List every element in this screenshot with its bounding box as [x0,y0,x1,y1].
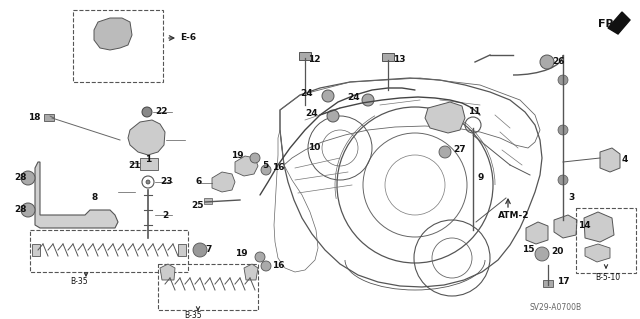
Text: 5: 5 [262,160,268,169]
Circle shape [261,261,271,271]
Text: 17: 17 [557,278,570,286]
Text: SV29-A0700B: SV29-A0700B [530,303,582,313]
Bar [73,10,163,82]
Bar [576,208,636,273]
Circle shape [558,75,568,85]
Text: 21: 21 [128,160,141,169]
Polygon shape [128,120,165,155]
Circle shape [261,165,271,175]
Bar [299,52,311,60]
Circle shape [193,243,207,257]
Polygon shape [554,215,577,238]
Text: 19: 19 [236,249,248,258]
Text: 14: 14 [578,220,591,229]
Text: ATM-2: ATM-2 [498,211,529,219]
Circle shape [362,94,374,106]
Text: 22: 22 [155,108,168,116]
Text: 7: 7 [205,246,211,255]
Text: 1: 1 [145,155,151,164]
Circle shape [540,55,554,69]
Polygon shape [608,12,630,34]
Text: 13: 13 [393,56,406,64]
Text: 19: 19 [232,151,244,160]
Circle shape [250,153,260,163]
Text: 10: 10 [308,144,321,152]
Polygon shape [160,264,175,280]
Text: 2: 2 [162,211,168,219]
Text: B-35: B-35 [70,278,88,286]
Text: 11: 11 [468,108,481,116]
Polygon shape [425,102,465,133]
Polygon shape [235,156,258,176]
Text: 27: 27 [453,145,466,154]
Polygon shape [35,162,118,228]
Circle shape [21,171,35,185]
Text: 20: 20 [551,248,563,256]
Circle shape [142,107,152,117]
Bar [178,244,186,256]
Text: 28: 28 [14,205,26,214]
Text: B-35: B-35 [184,310,202,319]
Circle shape [322,90,334,102]
Text: 15: 15 [522,245,534,254]
Text: 23: 23 [160,177,173,187]
Text: B-5-10: B-5-10 [595,273,620,283]
Text: 24: 24 [300,88,313,98]
Circle shape [558,175,568,185]
Text: 26: 26 [552,57,564,66]
Circle shape [439,146,451,158]
Text: 3: 3 [568,194,574,203]
Circle shape [255,252,265,262]
Polygon shape [94,18,132,50]
Text: 28: 28 [14,174,26,182]
Text: 24: 24 [305,108,318,117]
Text: 4: 4 [622,155,628,165]
Polygon shape [212,172,235,192]
Bar [140,158,158,170]
Text: 16: 16 [272,261,285,270]
Bar [32,244,40,256]
Text: 9: 9 [478,174,484,182]
Bar [30,230,188,272]
Polygon shape [585,244,610,262]
Circle shape [327,110,339,122]
Circle shape [558,125,568,135]
Text: 12: 12 [308,56,321,64]
Text: 16: 16 [272,164,285,173]
Text: FR.: FR. [598,19,618,29]
Text: 18: 18 [28,114,40,122]
Text: E-6: E-6 [180,33,196,42]
Text: 8: 8 [92,194,99,203]
Circle shape [535,247,549,261]
Polygon shape [244,264,258,280]
Bar [44,114,54,121]
Circle shape [146,180,150,184]
Text: 25: 25 [191,201,204,210]
Text: 24: 24 [348,93,360,101]
Bar [204,198,212,204]
Bar [382,53,394,61]
Bar [158,264,258,310]
Polygon shape [600,148,620,172]
Bar [543,280,553,287]
Circle shape [21,203,35,217]
Polygon shape [584,212,614,242]
Text: 6: 6 [196,177,202,187]
Polygon shape [526,222,548,244]
